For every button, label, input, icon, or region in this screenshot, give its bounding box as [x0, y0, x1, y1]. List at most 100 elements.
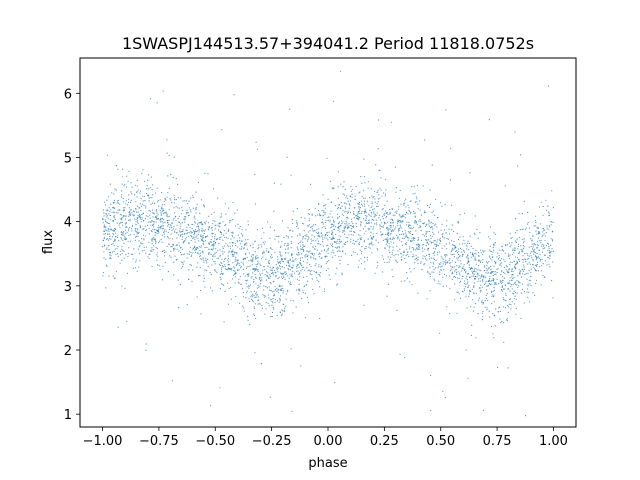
data-point — [252, 257, 254, 259]
data-point — [535, 221, 537, 223]
data-point — [334, 246, 336, 248]
data-point — [231, 254, 233, 256]
data-point — [469, 172, 471, 174]
data-point — [471, 268, 473, 270]
data-point — [271, 270, 274, 272]
data-point — [461, 278, 463, 280]
data-point — [515, 307, 517, 309]
data-point — [454, 270, 456, 272]
data-point — [272, 266, 274, 268]
data-point — [191, 280, 193, 283]
data-point — [201, 231, 203, 233]
data-point — [457, 259, 459, 261]
data-point — [333, 224, 335, 226]
data-point — [195, 212, 197, 214]
data-point — [353, 231, 355, 233]
data-point — [490, 269, 492, 271]
data-point — [287, 245, 289, 247]
data-point — [303, 285, 305, 288]
data-point — [490, 266, 492, 268]
data-point — [180, 197, 182, 199]
data-point — [162, 265, 164, 267]
data-point — [333, 252, 335, 254]
data-point — [266, 287, 268, 289]
data-point — [511, 242, 513, 244]
data-point — [160, 239, 162, 241]
data-point — [226, 269, 228, 271]
data-point — [470, 251, 472, 254]
data-point — [197, 237, 199, 240]
data-point — [262, 241, 264, 243]
data-point — [336, 267, 338, 269]
data-point — [276, 267, 278, 269]
data-point — [148, 257, 150, 259]
data-point — [134, 194, 136, 196]
data-point — [192, 196, 194, 199]
data-point — [157, 226, 159, 229]
data-point — [449, 313, 451, 315]
data-point — [352, 222, 354, 225]
data-point — [290, 299, 292, 301]
data-point — [193, 246, 195, 249]
data-point — [307, 238, 309, 240]
data-point — [413, 255, 415, 257]
data-point — [290, 241, 292, 243]
data-point — [420, 214, 422, 216]
x-tick-label: −1.00 — [83, 434, 123, 449]
data-point — [140, 221, 142, 223]
data-point — [340, 183, 342, 185]
data-point — [377, 189, 379, 191]
data-point — [291, 267, 293, 269]
data-point — [398, 219, 400, 221]
data-point — [509, 264, 511, 266]
data-point — [166, 152, 168, 154]
data-point — [151, 247, 153, 249]
data-point — [478, 299, 480, 301]
data-point — [245, 296, 247, 299]
data-point — [494, 273, 496, 275]
data-point — [464, 268, 466, 271]
data-point — [427, 249, 429, 251]
data-point — [364, 219, 366, 221]
data-point — [177, 279, 179, 281]
data-point — [409, 246, 411, 248]
data-point — [195, 209, 197, 211]
data-point — [199, 212, 201, 215]
data-point — [412, 238, 414, 240]
data-point — [173, 248, 175, 250]
data-point — [190, 239, 192, 242]
data-point — [478, 260, 480, 262]
data-point — [171, 229, 173, 231]
data-point — [173, 202, 175, 204]
data-point — [464, 242, 466, 244]
data-point — [205, 260, 207, 262]
data-point — [128, 215, 130, 217]
data-point — [392, 238, 394, 240]
data-point — [234, 258, 236, 260]
data-point — [135, 201, 137, 203]
data-point — [266, 248, 268, 250]
data-point — [447, 238, 449, 240]
data-point — [381, 208, 383, 210]
data-point — [345, 241, 347, 243]
data-point — [164, 236, 166, 238]
data-point — [113, 193, 115, 195]
data-point — [305, 235, 307, 237]
data-point — [351, 254, 353, 256]
data-point — [167, 270, 169, 273]
data-point — [236, 241, 239, 243]
data-point — [520, 292, 523, 294]
data-point — [308, 237, 310, 239]
data-point — [220, 213, 222, 215]
data-point — [254, 241, 256, 243]
data-point — [342, 246, 344, 248]
data-point — [198, 240, 200, 242]
data-point — [342, 210, 344, 212]
data-point — [136, 270, 138, 272]
data-point — [433, 258, 436, 260]
data-point — [531, 240, 533, 242]
data-point — [282, 261, 285, 263]
data-point — [125, 254, 127, 256]
data-point — [158, 230, 160, 232]
data-point — [552, 207, 555, 209]
